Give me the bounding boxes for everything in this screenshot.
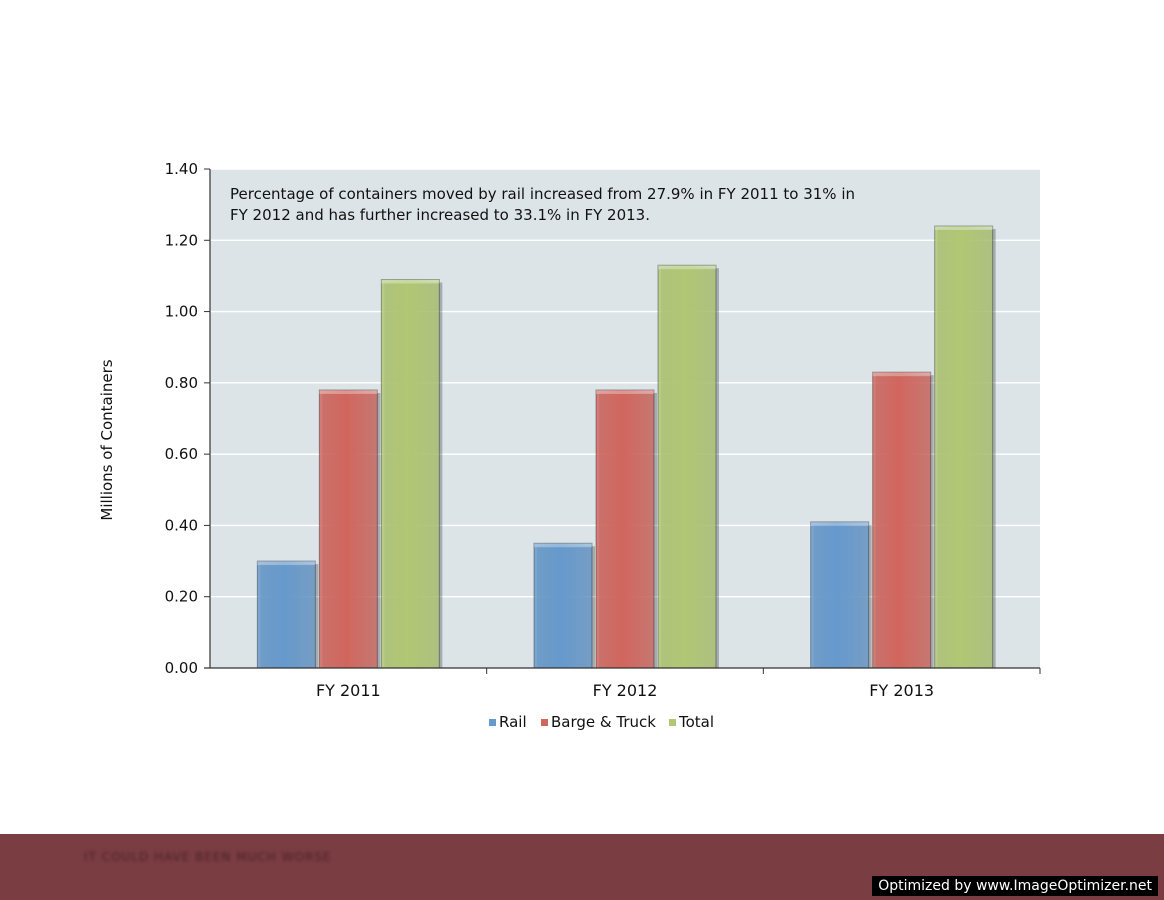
y-tick-label: 0.40 [165, 516, 198, 534]
chart-area: 0.00 0.20 0.40 0.60 0.80 1.00 1.20 1.40 FY 2011… [98, 160, 1041, 731]
bar-barge-truck-2 [595, 389, 655, 669]
y-tick-label: 1.00 [165, 303, 198, 321]
bar-highlight [658, 265, 716, 270]
y-tick-label: 1.40 [165, 160, 198, 178]
bars [256, 225, 996, 669]
bar-rail-1 [256, 560, 316, 669]
bar-highlight [934, 226, 993, 231]
bar-barge-truck-1 [318, 389, 378, 669]
axes [204, 169, 1040, 669]
bar-highlight [381, 279, 440, 284]
y-tick-label: 0.20 [165, 588, 198, 606]
bar-total-1 [380, 278, 440, 669]
legend-label: Rail [499, 713, 527, 731]
legend-swatch-rail [489, 719, 496, 726]
watermark-label: Optimized by www.ImageOptimizer.net [872, 876, 1158, 896]
x-category-label: FY 2013 [869, 681, 934, 700]
legend-label: Total [678, 713, 714, 731]
y-tick-label: 0.80 [165, 374, 198, 392]
bar-chart: 0.00 0.20 0.40 0.60 0.80 1.00 1.20 1.40 FY 2011… [98, 160, 1041, 731]
category-labels: FY 2011 FY 2012 FY 2013 [316, 668, 1041, 700]
bar-rail-2 [533, 542, 593, 669]
bar-highlight [257, 561, 316, 566]
y-axis-ticks: 0.00 0.20 0.40 0.60 0.80 1.00 1.20 1.40 [165, 160, 210, 677]
bar-highlight [319, 389, 378, 394]
bar-barge-truck-3 [872, 371, 932, 669]
chart-annotation: Percentage of containers moved by rail i… [230, 185, 855, 224]
bar-highlight [596, 389, 654, 394]
y-axis-label: Millions of Containers [98, 359, 116, 520]
annotation-line-2: FY 2012 and has further increased to 33.… [230, 206, 650, 224]
bar-highlight [534, 543, 592, 548]
y-tick-label: 0.00 [165, 659, 198, 677]
bar-highlight [810, 521, 869, 526]
bar-total-3 [934, 225, 994, 669]
y-tick-label: 0.60 [165, 445, 198, 463]
legend: Rail Barge & Truck Total [489, 713, 714, 731]
x-category-label: FY 2012 [593, 681, 658, 700]
legend-swatch-total [669, 719, 676, 726]
bar-rail-3 [810, 521, 870, 669]
bar-total-2 [657, 264, 717, 669]
legend-label: Barge & Truck [551, 713, 656, 731]
y-tick-label: 1.20 [165, 231, 198, 249]
legend-swatch-barge-truck [541, 719, 548, 726]
x-category-label: FY 2011 [316, 681, 381, 700]
footer-band: IT COULD HAVE BEEN MUCH WORSE Optimized … [0, 834, 1164, 900]
annotation-line-1: Percentage of containers moved by rail i… [230, 185, 855, 203]
footer-blurred-text: IT COULD HAVE BEEN MUCH WORSE [84, 850, 332, 864]
bar-highlight [872, 372, 931, 377]
